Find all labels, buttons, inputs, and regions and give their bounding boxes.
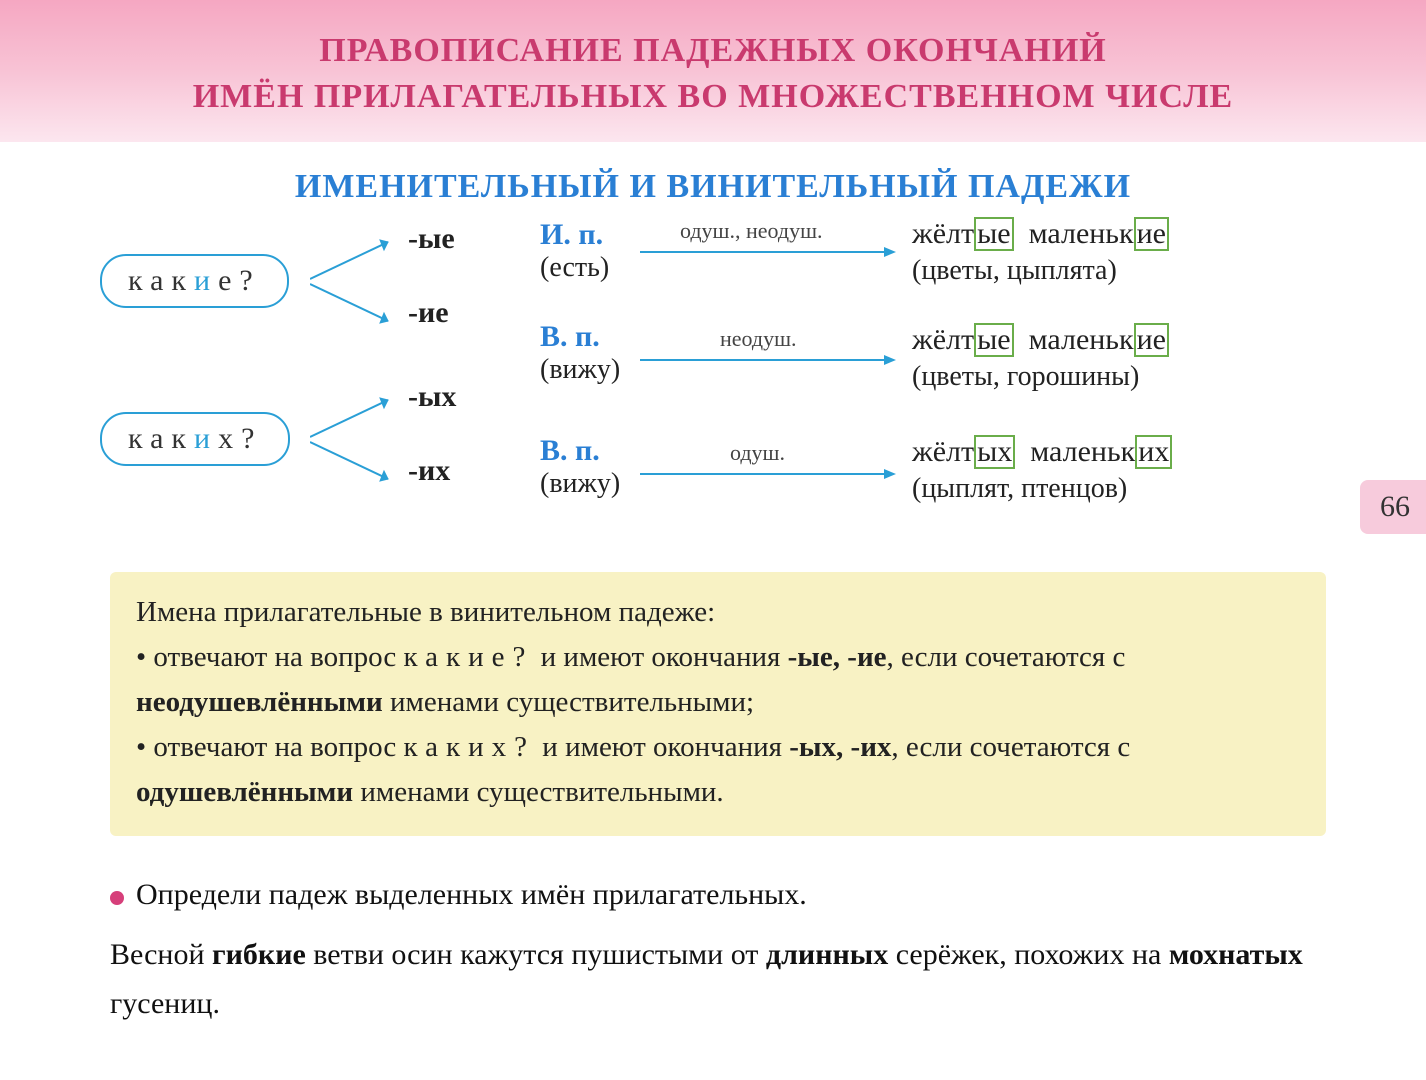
example-row-3: жёлтых маленьких (цыплят, птенцов) [912, 432, 1172, 507]
rb1-post1: , если сочетаются с [887, 641, 1126, 673]
suffix-ie: -ие [408, 296, 449, 330]
rb2-pre: • отвечают на вопрос [136, 731, 404, 763]
q1-prefix: как [128, 264, 194, 297]
rb2-post1: , если сочетаются с [891, 731, 1130, 763]
case-vp-1: В. п. (вижу) [540, 320, 620, 386]
exercise-block: Определи падеж выделенных имён прилагате… [110, 870, 1316, 1029]
suffix-ye: -ые [408, 222, 455, 256]
case-ip-verb: (есть) [540, 252, 609, 284]
grammar-diagram: какие? каких? -ые -ие -ых -их И. п. [0, 224, 1426, 544]
ex-b3: мохнатых [1169, 938, 1303, 971]
case-vp2-verb: (вижу) [540, 468, 620, 500]
ex-p2: ветви осин кажутся пушистыми от [306, 938, 766, 971]
ex1-w1-end: ые [974, 217, 1013, 251]
rb1-post2: именами существительными; [383, 686, 754, 718]
q1-highlight: и [194, 264, 218, 297]
arrow-icon [310, 437, 410, 497]
ex2-w2-end: ие [1134, 323, 1169, 357]
ex1-w2-stem: маленьк [1029, 217, 1134, 250]
ex-b2: длинных [766, 938, 888, 971]
arrow-icon [640, 242, 900, 262]
rule-bullet-1: • отвечают на вопрос какие? и имеют окон… [136, 635, 1300, 725]
exercise-task-line: Определи падеж выделенных имён прилагате… [110, 870, 1316, 920]
rule-intro: Имена прилагательные в винительном падеж… [136, 590, 1300, 635]
arrow-icon [640, 464, 900, 484]
ex3-w2-end: их [1135, 435, 1172, 469]
q2-suffix: х? [218, 422, 262, 455]
case-ip: И. п. (есть) [540, 218, 609, 284]
ex-p4: гусениц. [110, 987, 220, 1020]
example-row-1: жёлтые маленькие (цветы, цыплята) [912, 214, 1169, 289]
rb1-bold: неодушевлёнными [136, 686, 383, 718]
ex2-w2-stem: маленьк [1029, 323, 1134, 356]
rb2-suf: -ых, -их [789, 731, 891, 763]
rb1-pre: • отвечают на вопрос [136, 641, 404, 673]
exercise-sentence: Весной гибкие ветви осин кажутся пушисты… [110, 930, 1316, 1029]
ex-p3: серёжек, похожих на [888, 938, 1169, 971]
rule-box: Имена прилагательные в винительном падеж… [110, 572, 1326, 837]
exercise-task: Определи падеж выделенных имён прилагате… [136, 878, 807, 911]
rb1-q: какие? [404, 641, 534, 673]
anim-label-anim: одуш. [730, 440, 785, 466]
arrow-icon [640, 350, 900, 370]
ex1-w2-end: ие [1134, 217, 1169, 251]
ex3-w2-stem: маленьк [1030, 435, 1135, 468]
rb1-suf: -ые, -ие [788, 641, 887, 673]
example-row-2: жёлтые маленькие (цветы, горошины) [912, 320, 1169, 395]
section-subtitle: ИМЕНИТЕЛЬНЫЙ И ВИНИТЕЛЬНЫЙ ПАДЕЖИ [0, 168, 1426, 206]
ex3-w1-end: ых [974, 435, 1015, 469]
ex3-paren: (цыплят, птенцов) [912, 471, 1172, 507]
ex2-w1-end: ые [974, 323, 1013, 357]
rb2-mid: и имеют окончания [535, 731, 789, 763]
ex2-w1-stem: жёлт [912, 323, 974, 356]
page-number-tab: 66 [1360, 480, 1426, 534]
rb1-mid: и имеют окончания [533, 641, 787, 673]
q1-suffix: е? [218, 264, 261, 297]
case-ip-abbr: И. п. [540, 218, 603, 251]
anim-label-inanim: неодуш. [720, 326, 797, 352]
rb2-post2: именами существительными. [353, 776, 724, 808]
textbook-page: ПРАВОПИСАНИЕ ПАДЕЖНЫХ ОКОНЧАНИЙ ИМЁН ПРИ… [0, 0, 1426, 1080]
case-vp2-abbr: В. п. [540, 434, 600, 467]
arrow-icon [310, 279, 410, 339]
ex-p1: Весной [110, 938, 212, 971]
rb2-q: каких? [404, 731, 536, 763]
case-vp1-verb: (вижу) [540, 354, 620, 386]
rb2-bold: одушевлёнными [136, 776, 353, 808]
rule-bullet-2: • отвечают на вопрос каких? и имеют окон… [136, 725, 1300, 815]
case-vp1-abbr: В. п. [540, 320, 600, 353]
q2-prefix: как [128, 422, 194, 455]
case-vp-2: В. п. (вижу) [540, 434, 620, 500]
ex-b1: гибкие [212, 938, 306, 971]
ex1-paren: (цветы, цыплята) [912, 253, 1169, 289]
ex3-w1-stem: жёлт [912, 435, 974, 468]
anim-label-both: одуш., неодуш. [680, 218, 823, 244]
ex1-w1-stem: жёлт [912, 217, 974, 250]
banner-line-2: ИМЁН ПРИЛАГАТЕЛЬНЫХ ВО МНОЖЕСТВЕННОМ ЧИС… [40, 74, 1386, 120]
question-pill-kakikh: каких? [100, 412, 290, 466]
title-banner: ПРАВОПИСАНИЕ ПАДЕЖНЫХ ОКОНЧАНИЙ ИМЁН ПРИ… [0, 0, 1426, 142]
bullet-icon [110, 891, 124, 905]
question-pill-kakie: какие? [100, 254, 289, 308]
banner-line-1: ПРАВОПИСАНИЕ ПАДЕЖНЫХ ОКОНЧАНИЙ [40, 28, 1386, 74]
suffix-ykh: -ых [408, 380, 456, 414]
q2-highlight: и [194, 422, 218, 455]
ex2-paren: (цветы, горошины) [912, 359, 1169, 395]
suffix-ikh: -их [408, 454, 450, 488]
